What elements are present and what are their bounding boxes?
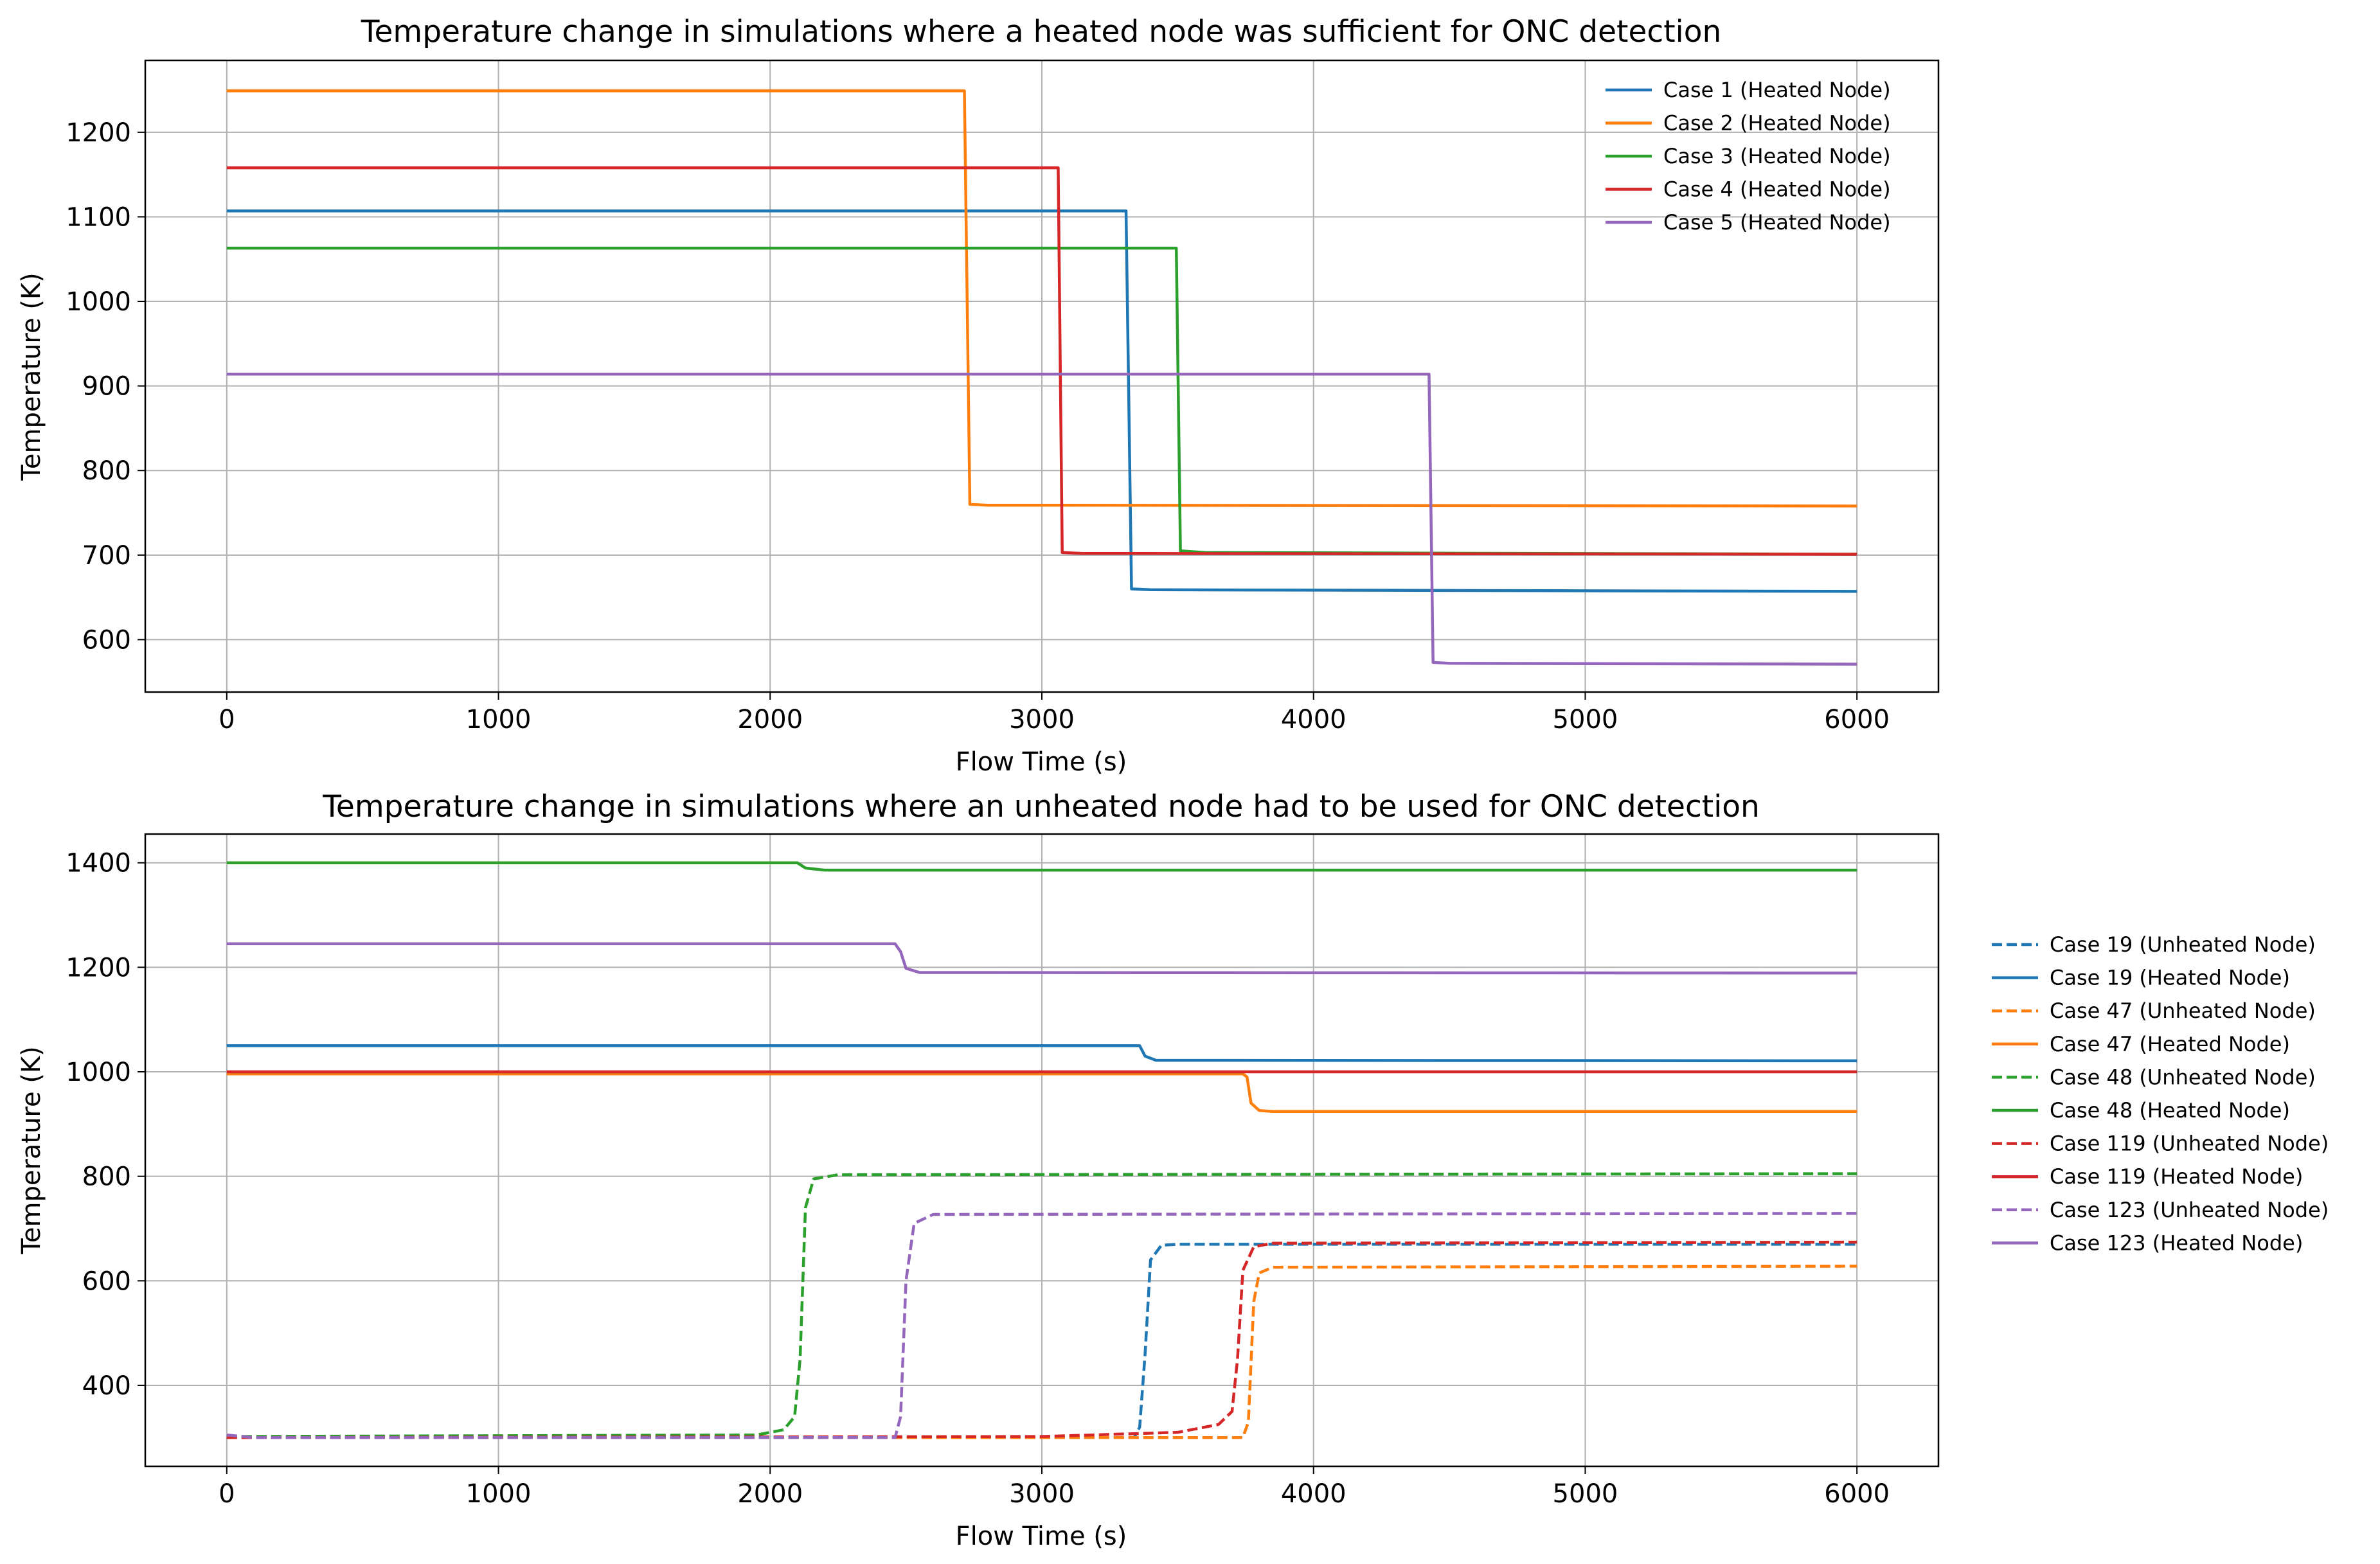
chart-top-ticks: 0 1000 2000 3000 4000 5000 6000 600 700 800 900 100… xyxy=(66,118,1890,734)
y-tick-label: 800 xyxy=(82,1162,131,1192)
x-tick-label: 2000 xyxy=(737,1479,803,1509)
chart-top-ylabel: Temperature (K) xyxy=(17,272,46,481)
legend-label-case-119-heated-node: Case 119 (Heated Node) xyxy=(2050,1164,2303,1189)
legend-label-case-3-heated-node: Case 3 (Heated Node) xyxy=(1663,144,1891,168)
y-tick-label: 1000 xyxy=(66,287,131,317)
x-tick-label: 4000 xyxy=(1281,1479,1347,1509)
x-tick-label: 2000 xyxy=(737,705,803,734)
chart-bottom-xlabel: Flow Time (s) xyxy=(956,1522,1127,1551)
legend-label-case-119-unheated-node: Case 119 (Unheated Node) xyxy=(2050,1132,2329,1156)
legend-label-case-19-heated-node: Case 19 (Heated Node) xyxy=(2050,966,2290,990)
chart-bottom: Temperature change in simulations where … xyxy=(17,789,2329,1551)
legend-label-case-5-heated-node: Case 5 (Heated Node) xyxy=(1663,210,1891,235)
series-line-case-123-unheated-node xyxy=(226,1212,1857,1439)
x-tick-label: 4000 xyxy=(1281,705,1347,734)
x-tick-label: 0 xyxy=(219,705,235,734)
chart-top: Temperature change in simulations where … xyxy=(17,14,1940,777)
y-tick-label: 600 xyxy=(82,625,131,655)
y-tick-label: 700 xyxy=(82,541,131,571)
series-line-case-123-heated-node xyxy=(226,942,1857,975)
x-tick-label: 5000 xyxy=(1553,1479,1618,1509)
y-tick-label: 1400 xyxy=(66,849,131,878)
y-tick-label: 1000 xyxy=(66,1058,131,1087)
series-line-case-47-heated-node xyxy=(226,1072,1857,1114)
chart-top-grid xyxy=(145,60,1938,692)
x-tick-label: 6000 xyxy=(1824,1479,1890,1509)
y-tick-label: 1100 xyxy=(66,202,131,232)
y-tick-label: 400 xyxy=(82,1371,131,1401)
chart-bottom-title: Temperature change in simulations where … xyxy=(322,789,1760,824)
legend-label-case-123-heated-node: Case 123 (Heated Node) xyxy=(2050,1231,2303,1255)
legend-label-case-47-heated-node: Case 47 (Heated Node) xyxy=(2050,1032,2290,1056)
chart-top-xlabel: Flow Time (s) xyxy=(956,747,1127,777)
x-tick-label: 1000 xyxy=(466,705,532,734)
series-line-case-48-unheated-node xyxy=(226,1172,1857,1438)
x-tick-label: 0 xyxy=(219,1479,235,1509)
chart-top-series xyxy=(226,89,1857,666)
series-line-case-19-heated-node xyxy=(226,1044,1857,1063)
legend-label-case-123-unheated-node: Case 123 (Unheated Node) xyxy=(2050,1198,2329,1222)
x-tick-label: 6000 xyxy=(1824,705,1890,734)
x-tick-label: 5000 xyxy=(1553,705,1618,734)
series-line-case-119-unheated-node xyxy=(226,1240,1857,1439)
legend-label-case-48-heated-node: Case 48 (Heated Node) xyxy=(2050,1098,2290,1123)
series-line-case-5-heated-node xyxy=(226,372,1857,666)
chart-bottom-legend: Case 19 (Unheated Node) Case 19 (Heated N… xyxy=(1992,932,2329,1255)
chart-bottom-series xyxy=(226,861,1857,1439)
y-tick-label: 1200 xyxy=(66,118,131,148)
chart-bottom-ticks: 0 1000 2000 3000 4000 5000 6000 400 600 800 1000 12… xyxy=(66,849,1890,1509)
x-tick-label: 1000 xyxy=(466,1479,532,1509)
x-tick-label: 3000 xyxy=(1009,705,1075,734)
legend-label-case-48-unheated-node: Case 48 (Unheated Node) xyxy=(2050,1065,2316,1089)
y-tick-label: 600 xyxy=(82,1266,131,1296)
legend-label-case-2-heated-node: Case 2 (Heated Node) xyxy=(1663,111,1891,136)
legend-label-case-4-heated-node: Case 4 (Heated Node) xyxy=(1663,177,1891,202)
legend-label-case-1-heated-node: Case 1 (Heated Node) xyxy=(1663,78,1891,102)
series-line-case-4-heated-node xyxy=(226,166,1857,556)
series-line-case-19-unheated-node xyxy=(226,1243,1857,1439)
x-tick-label: 3000 xyxy=(1009,1479,1075,1509)
chart-bottom-ylabel: Temperature (K) xyxy=(17,1046,46,1255)
legend-label-case-47-unheated-node: Case 47 (Unheated Node) xyxy=(2050,999,2316,1023)
y-tick-label: 900 xyxy=(82,372,131,402)
series-line-case-2-heated-node xyxy=(226,89,1857,508)
series-line-case-48-heated-node xyxy=(226,861,1857,872)
chart-top-legend: Case 1 (Heated Node) Case 2 (Heated Node)… xyxy=(1606,78,1891,235)
y-tick-label: 1200 xyxy=(66,953,131,982)
chart-top-title: Temperature change in simulations where … xyxy=(361,14,1721,49)
y-tick-label: 800 xyxy=(82,456,131,486)
series-line-case-47-unheated-node xyxy=(226,1265,1857,1439)
legend-label-case-19-unheated-node: Case 19 (Unheated Node) xyxy=(2050,932,2316,957)
series-line-case-1-heated-node xyxy=(226,209,1857,593)
